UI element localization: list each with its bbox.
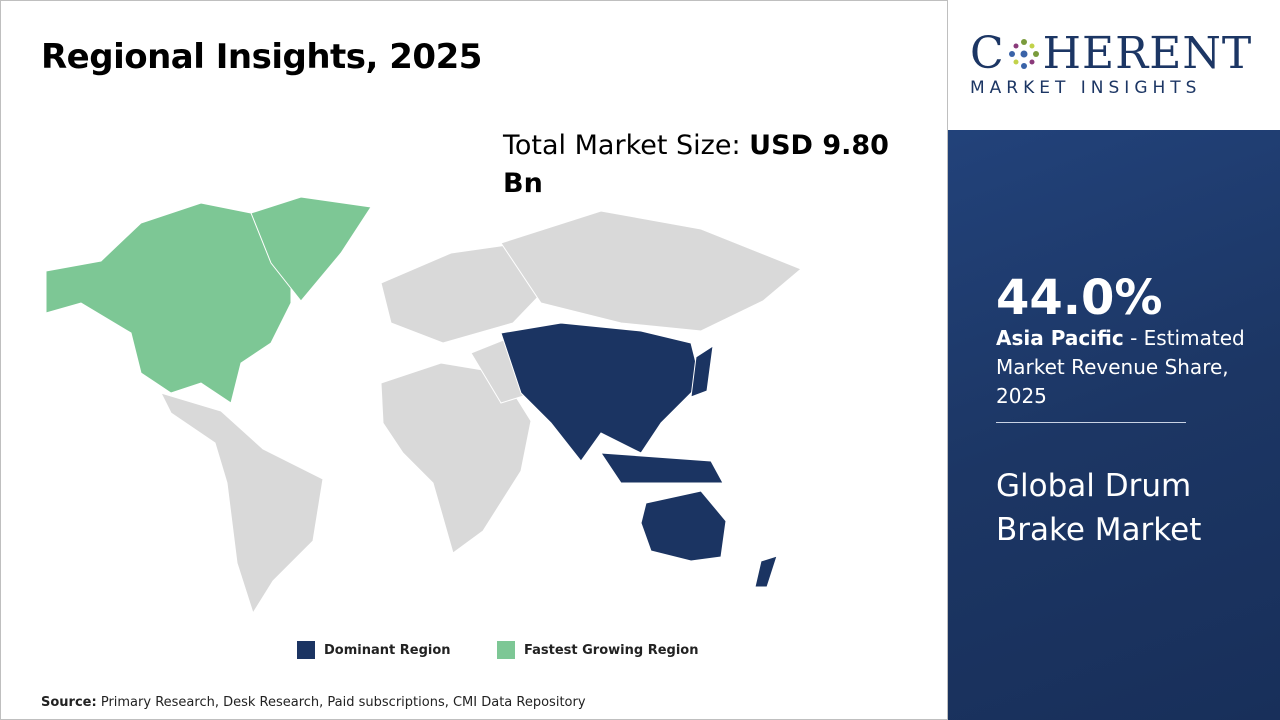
- source-text: Primary Research, Desk Research, Paid su…: [100, 695, 586, 710]
- main-panel: Regional Insights, 2025 Total Market Siz…: [0, 0, 948, 720]
- source: Source: Primary Research, Desk Research,…: [41, 695, 586, 710]
- new-zealand: [754, 555, 778, 588]
- logo-name-end: HERENT: [1042, 28, 1253, 79]
- market-size: Total Market Size: USD 9.80 Bn: [503, 127, 903, 203]
- world-map: [45, 196, 802, 615]
- highlight-panel: 44.0% Asia Pacific - Estimated Market Re…: [948, 130, 1280, 720]
- europe: [380, 242, 562, 344]
- source-label: Source:: [41, 695, 97, 710]
- logo-name-start: C: [970, 28, 1005, 79]
- legend-label: Dominant Region: [324, 642, 451, 658]
- sidebar: C HERENT MARKET INSIGHTS 44.0% Asia Paci…: [948, 0, 1280, 720]
- legend-swatch: [297, 641, 315, 659]
- russia: [500, 210, 802, 332]
- australia: [640, 490, 727, 562]
- greenland: [250, 196, 372, 302]
- north-america: [45, 202, 292, 404]
- asia: [500, 322, 702, 462]
- share-description: Asia Pacific - Estimated Market Revenue …: [996, 324, 1246, 411]
- description: - Estimated Market Revenue Share, 2025: [996, 326, 1245, 408]
- market-size-label: Total Market Size:: [503, 130, 741, 161]
- legend-label: Fastest Growing Region: [524, 642, 699, 658]
- logo-globe: [1008, 38, 1039, 69]
- share-value: 44.0%: [996, 270, 1163, 326]
- indonesia: [600, 452, 724, 484]
- legend-item: Dominant Region: [297, 641, 451, 659]
- legend-item: Fastest Growing Region: [497, 641, 698, 659]
- market-size-value: USD 9.80 Bn: [503, 130, 889, 199]
- logo: C HERENT MARKET INSIGHTS: [948, 0, 1280, 130]
- logo-name: C HERENT: [970, 28, 1252, 79]
- divider: [996, 422, 1186, 423]
- region-name: Asia Pacific: [996, 326, 1124, 350]
- title: Regional Insights, 2025: [41, 37, 482, 77]
- japan: [690, 344, 714, 398]
- logo-tagline: MARKET INSIGHTS: [970, 78, 1202, 98]
- south-america: [160, 392, 324, 615]
- market-name: Global Drum Brake Market: [996, 468, 1202, 548]
- legend-swatch: [497, 641, 515, 659]
